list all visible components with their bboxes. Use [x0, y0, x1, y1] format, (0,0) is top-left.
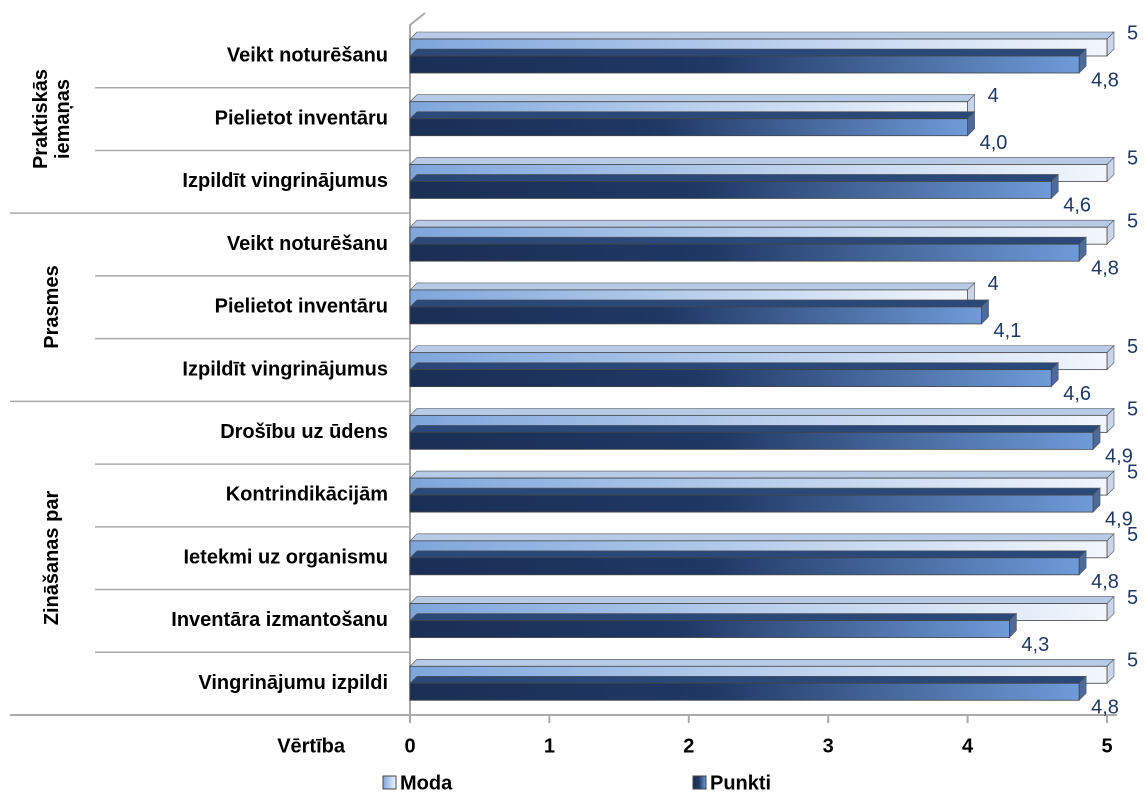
value-label: 5 — [1127, 399, 1138, 421]
x-tick-label: 1 — [544, 735, 555, 757]
legend-label: Punkti — [710, 772, 771, 794]
category-label: Inventāra izmantošanu — [171, 609, 388, 631]
bar — [409, 306, 982, 325]
category-label: Pielietot inventāru — [215, 107, 388, 129]
value-label: 5 — [1127, 461, 1138, 483]
legend-swatch — [382, 775, 397, 790]
bar-top — [409, 31, 1115, 40]
bar-top — [409, 236, 1087, 245]
value-label: 5 — [1127, 336, 1138, 358]
bar-top — [409, 533, 1115, 542]
bar-top — [409, 550, 1087, 559]
bar-top — [409, 408, 1115, 416]
category-label: Izpildīt vingrinājumus — [182, 358, 388, 380]
bar-top — [409, 94, 976, 103]
bar — [409, 181, 1052, 199]
value-label: 5 — [1127, 148, 1138, 170]
bar — [409, 243, 1080, 262]
bar-top — [409, 48, 1087, 57]
value-label: 4,3 — [1021, 634, 1049, 656]
value-label: 5 — [1127, 210, 1138, 232]
value-label: 4,8 — [1091, 69, 1119, 91]
bar — [409, 118, 968, 137]
category-label: Veikt noturēšanu — [227, 233, 388, 255]
x-tick-label: 3 — [823, 735, 834, 757]
category-label: Pielietot inventāru — [215, 296, 388, 318]
value-label: 4,9 — [1105, 446, 1133, 468]
value-label: 4,0 — [980, 132, 1008, 154]
bar — [409, 620, 1010, 638]
bar — [409, 557, 1080, 576]
bar-top — [409, 362, 1059, 370]
bar-top — [409, 675, 1087, 684]
bar-top — [409, 487, 1101, 496]
category-label: Ietekmi uz organismu — [184, 546, 389, 568]
bar-top — [409, 345, 1115, 353]
bar — [409, 55, 1080, 74]
bar-top — [409, 613, 1018, 621]
x-tick-label: 2 — [683, 735, 694, 757]
bar-top — [409, 174, 1059, 182]
value-label: 4,8 — [1091, 257, 1119, 279]
bar-top — [409, 596, 1115, 604]
x-tick-label: 5 — [1101, 735, 1112, 757]
value-label: 4,9 — [1105, 508, 1133, 530]
value-label: 4 — [988, 85, 999, 107]
value-label: 5 — [1127, 650, 1138, 672]
category-label: Veikt noturēšanu — [227, 45, 388, 67]
value-label: 5 — [1127, 524, 1138, 546]
x-tick-label: 0 — [404, 735, 415, 757]
bar-top — [409, 111, 976, 120]
value-label: 4,1 — [994, 320, 1022, 342]
bar-top — [409, 299, 990, 308]
bar-top — [409, 282, 976, 291]
bar-top — [409, 425, 1101, 433]
value-label: 4,6 — [1063, 383, 1091, 405]
value-label: 4,6 — [1063, 195, 1091, 217]
group-label: Zināšanas par — [41, 490, 63, 626]
legend-label: Moda — [400, 772, 453, 794]
bar — [409, 494, 1094, 513]
value-label: 4,8 — [1091, 571, 1119, 593]
x-tick-label: 4 — [962, 735, 974, 757]
bar — [409, 682, 1080, 701]
bar-top — [409, 157, 1115, 165]
value-label: 4,8 — [1091, 697, 1119, 719]
bar-top — [409, 470, 1115, 479]
bar — [409, 369, 1052, 388]
bar — [409, 431, 1094, 450]
x-axis-label: Vērtība — [277, 735, 346, 757]
category-label: Izpildīt vingrinājumus — [182, 170, 388, 192]
value-label: 5 — [1127, 587, 1138, 609]
value-label: 5 — [1127, 22, 1138, 44]
category-label: Kontrindikācijām — [226, 484, 388, 506]
bar-top — [409, 658, 1115, 667]
value-label: 4 — [988, 273, 999, 295]
category-label: Drošību uz ūdens — [220, 421, 388, 443]
group-label: Praktiskās iemaņas — [30, 69, 75, 170]
bar-top — [409, 219, 1115, 228]
legend-swatch — [692, 775, 707, 790]
category-label: Vingrinājumu izpildi — [198, 672, 388, 694]
group-label: Prasmes — [41, 265, 64, 349]
